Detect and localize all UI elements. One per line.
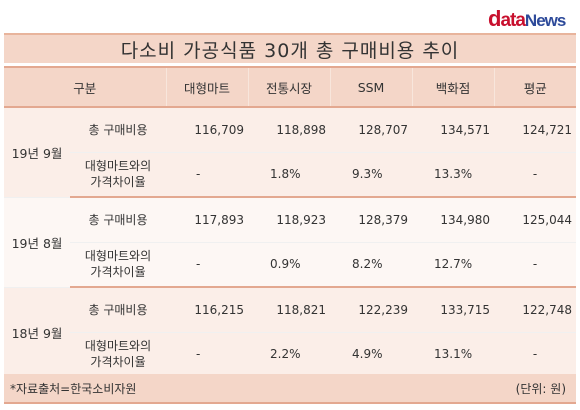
period-cell: 19년 8월 <box>4 197 70 288</box>
metric-price-gap-line2: 가격차이율 <box>90 265 146 280</box>
logo-letter-d: d <box>488 6 501 31</box>
value-cell: 2.2% <box>248 332 331 378</box>
value-cell: 124,721 <box>494 107 577 153</box>
source-note: *자료출처=한국소비자원 <box>10 381 137 396</box>
period-cell: 18년 9월 <box>4 287 70 378</box>
header-traditional-market: 전통시장 <box>247 66 331 108</box>
cost-table: 구분 대형마트 전통시장 SSM 백화점 평균 19년 9월 총 구매비용 11… <box>4 66 577 378</box>
header-average: 평균 <box>493 66 577 108</box>
metric-total-cost: 총 구매비용 <box>70 287 167 333</box>
value-cell: 125,044 <box>494 197 577 243</box>
value-cell: 13.3% <box>412 152 495 198</box>
unit-note: (단위: 원) <box>515 381 566 396</box>
metric-price-gap: 대형마트와의 가격차이율 <box>70 152 167 198</box>
value-cell: - <box>494 332 577 378</box>
value-cell: - <box>166 242 249 288</box>
header-hypermarket: 대형마트 <box>165 66 249 108</box>
value-cell: 122,239 <box>330 287 413 333</box>
metric-total-cost: 총 구매비용 <box>70 197 167 243</box>
table-row: 19년 8월 총 구매비용 117,893 118,923 128,379 13… <box>4 197 577 288</box>
table-title: 다소비 가공식품 30개 총 구매비용 추이 <box>4 33 576 63</box>
table-row: 대형마트와의 가격차이율 - 2.2% 4.9% 13.1% - <box>4 332 577 378</box>
value-cell: 118,821 <box>248 287 331 333</box>
value-cell: 118,923 <box>248 197 331 243</box>
value-cell: 117,893 <box>166 197 249 243</box>
value-cell: 8.2% <box>330 242 413 288</box>
table-row: 대형마트와의 가격차이율 - 0.9% 8.2% 12.7% - <box>4 242 577 288</box>
value-cell: - <box>494 152 577 198</box>
metric-price-gap-line1: 대형마트와의 <box>84 339 152 354</box>
value-cell: 122,748 <box>494 287 577 333</box>
period-cell: 19년 9월 <box>4 107 70 198</box>
logo-text-news: News <box>524 11 566 30</box>
value-cell: - <box>494 242 577 288</box>
value-cell: 12.7% <box>412 242 495 288</box>
metric-price-gap-line2: 가격차이율 <box>90 175 146 190</box>
value-cell: 9.3% <box>330 152 413 198</box>
header-category: 구분 <box>4 66 167 108</box>
metric-price-gap-line1: 대형마트와의 <box>84 159 152 174</box>
value-cell: 0.9% <box>248 242 331 288</box>
header-department-store: 백화점 <box>411 66 495 108</box>
value-cell: 128,379 <box>330 197 413 243</box>
value-cell: 134,980 <box>412 197 495 243</box>
metric-price-gap-line2: 가격차이율 <box>90 355 146 370</box>
metric-total-cost: 총 구매비용 <box>70 107 167 153</box>
value-cell: 118,898 <box>248 107 331 153</box>
table-footer: *자료출처=한국소비자원 (단위: 원) <box>4 374 576 404</box>
value-cell: 134,571 <box>412 107 495 153</box>
header-ssm: SSM <box>329 66 413 108</box>
value-cell: 1.8% <box>248 152 331 198</box>
value-cell: 13.1% <box>412 332 495 378</box>
table-row: 18년 9월 총 구매비용 116,215 118,821 122,239 13… <box>4 287 577 378</box>
value-cell: 133,715 <box>412 287 495 333</box>
metric-price-gap: 대형마트와의 가격차이율 <box>70 242 167 288</box>
metric-price-gap: 대형마트와의 가격차이율 <box>70 332 167 378</box>
value-cell: 4.9% <box>330 332 413 378</box>
table-row: 19년 9월 총 구매비용 116,709 118,898 128,707 13… <box>4 107 577 198</box>
metric-price-gap-line1: 대형마트와의 <box>84 249 152 264</box>
value-cell: 116,709 <box>166 107 249 153</box>
value-cell: - <box>166 152 249 198</box>
logo-text-ata: ata <box>500 10 525 31</box>
value-cell: 128,707 <box>330 107 413 153</box>
table-row: 대형마트와의 가격차이율 - 1.8% 9.3% 13.3% - <box>4 152 577 198</box>
header-row: 구분 대형마트 전통시장 SSM 백화점 평균 <box>4 66 577 108</box>
value-cell: 116,215 <box>166 287 249 333</box>
value-cell: - <box>166 332 249 378</box>
datanews-logo: dataNews <box>488 6 576 31</box>
